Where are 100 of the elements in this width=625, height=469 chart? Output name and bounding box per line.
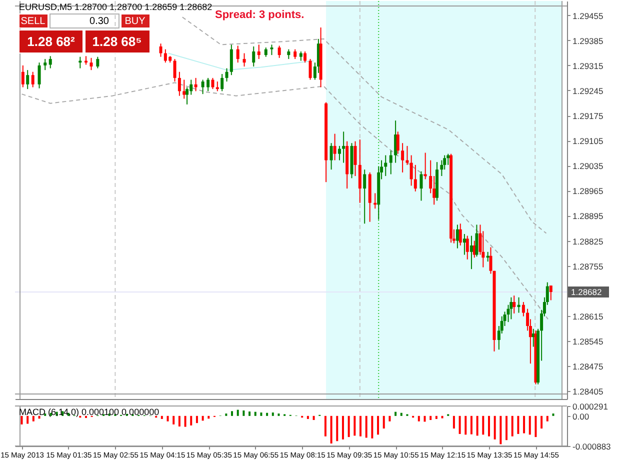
- candlestick: [257, 44, 260, 60]
- bar: [336, 416, 338, 442]
- y-tick-label: 1.29175: [572, 111, 604, 122]
- y-tick-label: 1.29105: [572, 136, 604, 146]
- y-tick-label: 1.28965: [572, 186, 604, 196]
- candlestick: [512, 295, 516, 314]
- candlestick: [173, 58, 176, 82]
- candlestick: [358, 139, 362, 204]
- bar: [382, 416, 385, 429]
- y-tick-label: 1.28405: [572, 386, 604, 397]
- candlestick: [96, 56, 100, 69]
- candlestick: [225, 68, 228, 82]
- candlestick: [252, 46, 256, 67]
- candlestick: [90, 57, 93, 71]
- bar: [160, 416, 163, 419]
- candlestick: [264, 47, 268, 58]
- y-tick-label: 0.000291: [572, 402, 608, 412]
- candlestick: [330, 142, 333, 170]
- bar: [202, 416, 204, 421]
- candlestick: [21, 64, 24, 88]
- bar: [388, 416, 391, 422]
- annotation: 0.30: [90, 16, 110, 27]
- candlestick: [220, 74, 224, 92]
- bar: [476, 416, 478, 436]
- bar: [360, 416, 362, 436]
- candlestick: [414, 164, 417, 192]
- bar: [242, 410, 245, 416]
- candlestick: [278, 45, 281, 58]
- candlestick: [159, 43, 162, 58]
- bar: [166, 416, 169, 422]
- candlestick: [462, 234, 466, 256]
- candlestick: [236, 45, 240, 64]
- line-series: [21, 82, 548, 320]
- bar: [236, 410, 239, 416]
- candlestick: [510, 296, 513, 320]
- candlestick: [338, 145, 341, 161]
- bar: [511, 416, 514, 436]
- candlestick: [342, 131, 346, 164]
- line-series: [168, 52, 314, 71]
- candlestick: [211, 77, 214, 90]
- candlestick: [230, 44, 233, 76]
- candlestick: [206, 77, 210, 92]
- candlestick: [44, 58, 47, 71]
- candlestick: [420, 170, 423, 202]
- y-tick-label: 1.28755: [572, 261, 604, 272]
- candlestick: [475, 224, 478, 258]
- candlestick: [287, 48, 290, 60]
- candlestick: [299, 50, 302, 62]
- candlestick: [549, 285, 552, 301]
- bar: [394, 412, 397, 416]
- bar: [26, 416, 29, 424]
- y-tick-label: 1.29245: [572, 86, 604, 96]
- bar: [254, 412, 256, 416]
- bar: [371, 416, 374, 438]
- bar: [424, 416, 426, 422]
- bar: [365, 416, 368, 438]
- y-tick-label: 1.28615: [572, 311, 604, 322]
- y-tick-label: 1.29315: [572, 60, 604, 71]
- candlestick: [304, 50, 307, 64]
- bar: [418, 416, 420, 422]
- bar: [38, 416, 40, 419]
- bar: [523, 416, 526, 434]
- bar: [528, 416, 531, 435]
- bar: [324, 416, 326, 436]
- candlestick: [182, 79, 186, 100]
- y-tick-label: 1.29385: [572, 36, 604, 46]
- annotation: 1.28 68⁵: [92, 34, 142, 49]
- candlestick: [38, 62, 41, 89]
- candlestick: [333, 133, 336, 161]
- candlestick: [517, 296, 520, 314]
- bar: [266, 412, 268, 416]
- bar: [190, 416, 192, 426]
- candlestick: [410, 154, 413, 186]
- bar: [196, 416, 198, 424]
- bar: [306, 416, 309, 419]
- bar: [441, 416, 444, 418]
- candlestick: [440, 160, 444, 177]
- candlestick: [489, 246, 492, 274]
- annotation: 1.28 68²: [27, 34, 76, 49]
- bar: [534, 416, 537, 438]
- annotation: BUY: [124, 16, 146, 27]
- annotation: Spread: 3 points.: [215, 9, 304, 21]
- candlestick: [401, 142, 404, 173]
- bar: [470, 416, 472, 434]
- candlestick: [458, 223, 462, 246]
- y-tick-label: 1.28895: [572, 211, 604, 222]
- bar: [348, 416, 350, 438]
- candlestick: [242, 52, 246, 67]
- bar: [488, 416, 490, 436]
- bar: [208, 416, 210, 419]
- candlestick: [48, 56, 52, 69]
- bar: [172, 416, 175, 424]
- bar: [248, 411, 251, 416]
- candlestick: [270, 44, 274, 56]
- bar: [464, 416, 467, 435]
- bar: [400, 412, 402, 416]
- chart-title: EURUSD,M5 1.28700 1.28700 1.28659 1.28682: [19, 2, 212, 12]
- bar: [272, 412, 274, 416]
- bar: [260, 412, 262, 416]
- bar: [500, 416, 502, 444]
